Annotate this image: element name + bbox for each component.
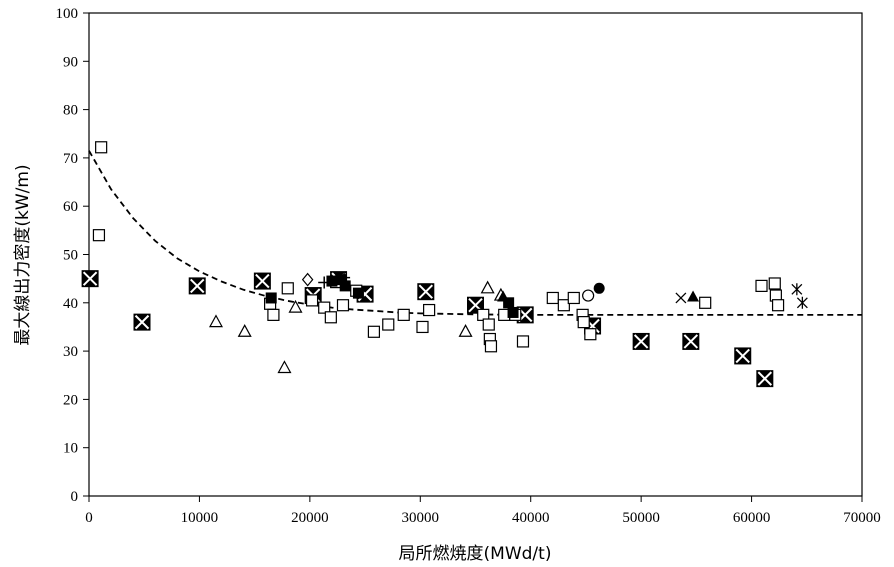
data-point xyxy=(382,318,395,331)
data-point xyxy=(567,291,580,305)
x-tick-label: 50000 xyxy=(622,510,660,526)
data-point xyxy=(593,282,605,294)
data-point xyxy=(497,290,510,302)
data-point xyxy=(507,306,519,318)
data-point xyxy=(81,270,99,288)
data-point xyxy=(584,328,597,341)
x-tick-label: 40000 xyxy=(512,510,550,526)
data-point xyxy=(582,289,595,302)
data-point xyxy=(503,297,515,309)
data-point xyxy=(324,311,337,324)
x-axis-title: 局所燃焼度(MWd/t) xyxy=(399,544,552,564)
data-point xyxy=(417,283,435,301)
data-point xyxy=(267,308,280,321)
data-point xyxy=(458,324,473,337)
data-point xyxy=(682,332,700,350)
x-tick-label: 20000 xyxy=(291,510,329,526)
plot-frame xyxy=(88,12,863,497)
x-axis-ticks: 0 10000 20000 30000 40000 50000 60000 70000 xyxy=(85,496,881,526)
y-tick-label: 60 xyxy=(63,199,78,215)
data-point xyxy=(480,280,495,294)
y-tick-label: 20 xyxy=(63,392,78,408)
x-tick-label: 60000 xyxy=(733,510,771,526)
data-point xyxy=(484,340,498,353)
data-point xyxy=(687,290,700,302)
y-tick-label: 80 xyxy=(63,103,78,119)
data-point xyxy=(768,277,781,290)
data-point xyxy=(557,299,570,312)
data-point xyxy=(699,296,712,309)
x-tick-label: 30000 xyxy=(402,510,440,526)
data-point xyxy=(133,313,151,331)
data-point xyxy=(771,299,785,312)
y-tick-label: 30 xyxy=(63,344,78,360)
data-point xyxy=(237,324,252,337)
data-point xyxy=(253,272,271,290)
data-point xyxy=(734,347,752,365)
x-tick-label: 70000 xyxy=(843,510,881,526)
data-point xyxy=(338,271,351,284)
data-point xyxy=(95,141,108,154)
plot-area xyxy=(81,12,863,497)
data-point xyxy=(277,360,292,374)
data-point xyxy=(318,276,331,289)
x-tick-label: 10000 xyxy=(181,510,219,526)
data-point xyxy=(755,279,768,292)
data-point xyxy=(796,296,808,309)
y-tick-label: 50 xyxy=(63,248,78,264)
data-point xyxy=(336,299,350,312)
data-point xyxy=(288,299,303,313)
data-point xyxy=(577,316,590,329)
data-point xyxy=(367,325,381,338)
data-point xyxy=(188,277,206,295)
data-point xyxy=(92,229,106,242)
data-point xyxy=(301,272,314,287)
y-tick-label: 40 xyxy=(63,296,78,312)
data-point xyxy=(791,283,803,296)
y-tick-label: 0 xyxy=(71,489,79,505)
data-point xyxy=(423,303,436,317)
data-point xyxy=(318,301,331,314)
data-point xyxy=(516,335,530,348)
y-axis-title: 最大線出力密度(kW/m) xyxy=(13,164,33,345)
data-point xyxy=(352,287,364,299)
y-tick-label: 100 xyxy=(56,6,79,22)
data-point xyxy=(281,282,294,295)
data-point xyxy=(416,320,429,334)
data-point xyxy=(397,308,410,321)
y-tick-label: 10 xyxy=(63,441,78,457)
data-point xyxy=(675,292,687,304)
data-point xyxy=(208,314,224,328)
data-point xyxy=(632,332,650,350)
y-axis-ticks: 0 10 20 30 40 50 60 70 80 90 100 xyxy=(56,6,89,505)
y-tick-label: 90 xyxy=(63,54,78,70)
data-point xyxy=(326,275,338,287)
data-point xyxy=(305,294,319,307)
x-tick-label: 0 xyxy=(85,510,93,526)
data-point xyxy=(482,318,495,331)
data-point xyxy=(339,280,351,292)
data-point xyxy=(756,370,774,388)
data-point xyxy=(335,274,347,286)
data-point xyxy=(546,291,559,305)
y-tick-label: 70 xyxy=(63,151,78,167)
data-point xyxy=(265,292,277,304)
